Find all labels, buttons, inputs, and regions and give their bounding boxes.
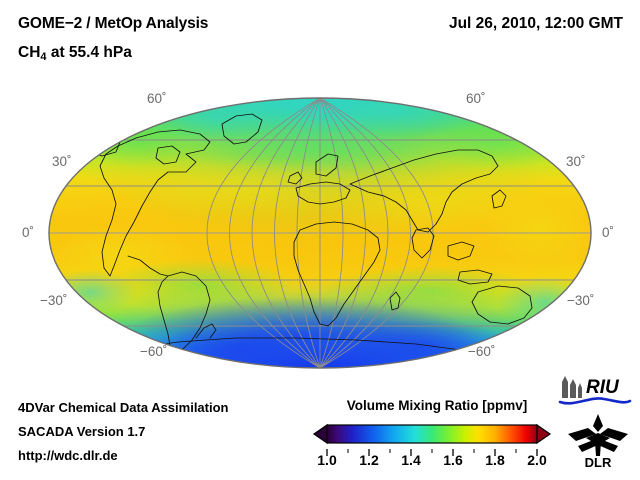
colorbar xyxy=(312,423,552,447)
colorbar-title: Volume Mixing Ratio [ppmv] xyxy=(346,398,528,413)
colorbar-tick-labels: 1.0 1.2 1.4 1.6 1.8 2.0 xyxy=(312,452,552,472)
datetime-label: Jul 26, 2010, 12:00 GMT xyxy=(448,15,623,32)
lat-label-right-60: 60˚ xyxy=(466,91,486,106)
colorbar-tick-label: 1.2 xyxy=(359,452,379,468)
species-level-label: CH4 at 55.4 hPa xyxy=(18,44,132,63)
globe-outline xyxy=(48,97,592,369)
colorbar-max-arrow xyxy=(536,423,552,445)
footer-line-1: 4DVar Chemical Data Assimilation xyxy=(18,400,229,415)
colorbar-tick-label: 1.0 xyxy=(317,452,337,468)
species-subscript: 4 xyxy=(40,51,47,63)
colorbar-tick-label: 1.4 xyxy=(401,452,421,468)
dlr-wordmark: DLR xyxy=(585,455,612,470)
lat-label-left-0: 0˚ xyxy=(22,225,35,240)
colorbar-tick-label: 1.6 xyxy=(443,452,463,468)
lat-label-right-30: 30˚ xyxy=(566,154,586,169)
riu-towers-icon xyxy=(562,376,582,398)
colorbar-gradient xyxy=(326,424,538,444)
riu-wordmark: RIU xyxy=(586,377,620,398)
colorbar-ticks xyxy=(312,446,552,456)
colorbar-tick-label: 1.8 xyxy=(485,452,505,468)
lat-label-right-m60: −60˚ xyxy=(468,344,496,359)
lat-label-left-30: 30˚ xyxy=(52,154,72,169)
colorbar-tick-label: 2.0 xyxy=(527,452,547,468)
lat-label-left-m60: −60˚ xyxy=(140,344,168,359)
graticule xyxy=(49,98,591,368)
dlr-logo-svg: DLR xyxy=(568,414,628,470)
lat-label-left-m30: −30˚ xyxy=(40,293,68,308)
riu-logo: RIU xyxy=(556,374,632,408)
species-suffix: at 55.4 hPa xyxy=(46,44,132,61)
dlr-mark-icon xyxy=(568,414,628,456)
riu-logo-svg: RIU xyxy=(558,376,632,405)
dlr-logo: DLR xyxy=(566,412,630,470)
colorbar-svg xyxy=(312,423,552,445)
colorbar-min-arrow xyxy=(312,423,328,445)
riu-swoosh-icon xyxy=(558,397,632,405)
world-map xyxy=(48,97,592,369)
colorbar-ticks-svg xyxy=(326,449,538,456)
footer-url[interactable]: http://wdc.dlr.de xyxy=(18,448,118,463)
lat-label-right-0: 0˚ xyxy=(602,225,615,240)
species-prefix: CH xyxy=(18,44,41,61)
page-title: GOME−2 / MetOp Analysis xyxy=(18,15,209,32)
lat-label-right-m30: −30˚ xyxy=(567,293,595,308)
data-field xyxy=(49,98,591,368)
footer-line-2: SACADA Version 1.7 xyxy=(18,424,146,439)
map-panel: 60˚ 30˚ 0˚ −30˚ −60˚ 60˚ 30˚ 0˚ −30˚ −60… xyxy=(0,80,640,380)
lat-label-left-60: 60˚ xyxy=(147,91,167,106)
